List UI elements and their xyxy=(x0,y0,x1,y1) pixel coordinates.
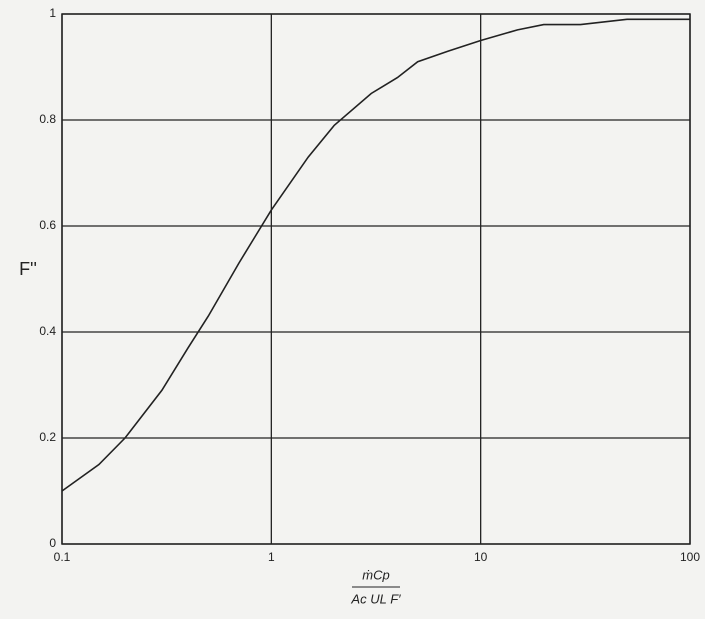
plot-frame xyxy=(61,13,691,545)
x-axis-label-numerator: ṁCp xyxy=(362,567,389,582)
x-tick-label: 0.1 xyxy=(54,550,71,564)
y-tick-label: 0.8 xyxy=(39,112,56,126)
y-tick-label: 0.6 xyxy=(39,218,56,232)
x-tick-label: 10 xyxy=(474,550,488,564)
y-tick-label: 0 xyxy=(49,536,56,550)
y-tick-label: 0.2 xyxy=(39,430,56,444)
y-tick-label: 0.4 xyxy=(39,324,56,338)
y-tick-label: 1 xyxy=(49,6,56,20)
x-axis-label-denominator: Ac UL F′ xyxy=(350,591,401,606)
y-axis-label: F'' xyxy=(19,259,37,279)
curve xyxy=(61,18,690,492)
x-tick-label: 1 xyxy=(268,550,275,564)
x-tick-label: 100 xyxy=(680,550,700,564)
